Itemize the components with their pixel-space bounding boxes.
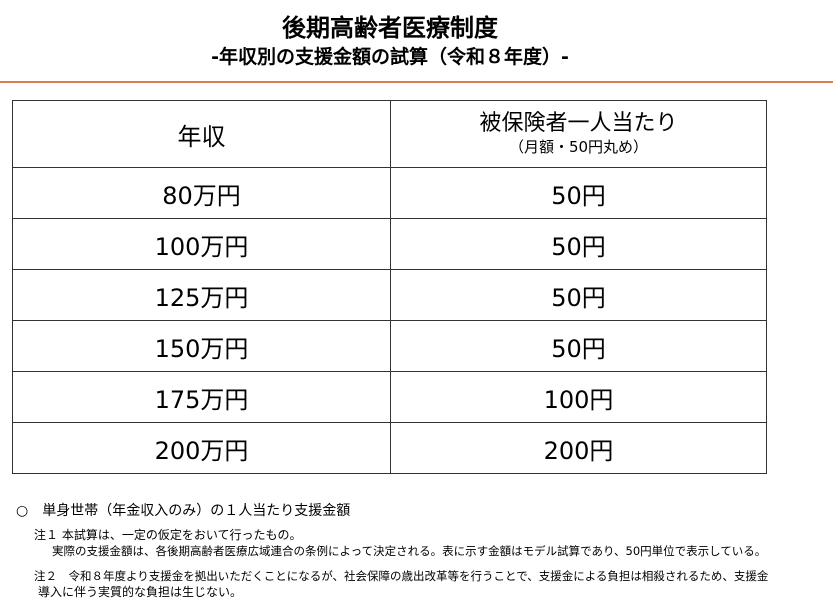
header-amount-main: 被保険者一人当たり [479,111,678,136]
note2-line2: 導入に伴う実質的な負担は生じない。 [38,585,243,599]
divider [0,81,833,83]
header-amount: 被保険者一人当たり （月額・50円丸め） [390,100,767,168]
amount-cell: 50円 [390,218,767,270]
page-title: 後期高齢者医療制度 [282,14,498,42]
header-amount-sub: （月額・50円丸め） [508,138,649,156]
amount-cell: 50円 [390,320,767,372]
table-header-row: 年収 被保険者一人当たり （月額・50円丸め） [12,100,767,168]
table-row: 175万円 100円 [12,371,767,423]
amount-cell: 50円 [390,167,767,219]
table-row: 80万円 50円 [12,167,767,219]
income-cell: 125万円 [12,269,391,321]
page-subtitle: -年収別の支援金額の試算（令和８年度）- [211,46,569,68]
table-row: 100万円 50円 [12,218,767,270]
amount-cell: 50円 [390,269,767,321]
income-cell: 80万円 [12,167,391,219]
note1-line2: 実際の支援金額は、各後期高齢者医療広域連合の条例によって決定される。表に示す金額… [52,544,767,558]
amount-cell: 200円 [390,422,767,474]
support-amount-table: 年収 被保険者一人当たり （月額・50円丸め） 80万円 50円 100万円 50円… [12,100,767,474]
note1-line1: 注１ 本試算は、一定の仮定をおいて行ったもの。 [34,528,302,542]
income-cell: 175万円 [12,371,391,423]
income-cell: 150万円 [12,320,391,372]
header-income: 年収 [12,100,391,168]
note2-line1: 注２ 令和８年度より支援金を拠出いただくことになるが、社会保障の歳出改革等を行う… [34,569,769,583]
bullet-caption: ○ 単身世帯（年金収入のみ）の１人当たり支援金額 [16,503,351,519]
amount-cell: 100円 [390,371,767,423]
income-cell: 100万円 [12,218,391,270]
income-cell: 200万円 [12,422,391,474]
table-row: 125万円 50円 [12,269,767,321]
table-row: 200万円 200円 [12,422,767,474]
table-row: 150万円 50円 [12,320,767,372]
